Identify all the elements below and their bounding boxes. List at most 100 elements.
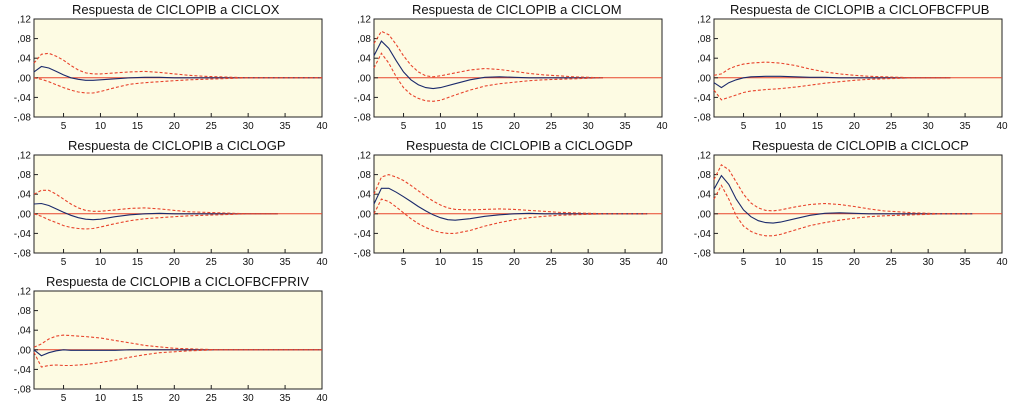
y-tick-label: ,12 (17, 287, 31, 298)
x-tick-label: 10 (95, 257, 107, 268)
plot-area (33, 290, 323, 390)
y-tick-label: ,08 (697, 34, 711, 45)
x-tick-label: 40 (316, 121, 328, 132)
x-tick-label: 15 (132, 393, 144, 404)
irf-plot: -,08 -,04 ,00 ,04 ,08 ,12 5 10 15 20 25 30 35 40 (14, 287, 328, 405)
y-tick-label: ,12 (357, 15, 371, 26)
x-tick-label: 40 (996, 257, 1008, 268)
x-tick-label: 40 (996, 121, 1008, 132)
x-tick-label: 30 (583, 121, 595, 132)
panel-title: Respuesta de CICLOPIB a CICLOGP (68, 138, 286, 153)
y-tick-label: ,00 (697, 209, 711, 220)
x-tick-label: 20 (849, 257, 861, 268)
response-line (33, 202, 278, 221)
irf-panel-ciclofbcfpub: Respuesta de CICLOPIB a CICLOFBCFPUB -,0… (680, 0, 1020, 136)
x-tick-label: 40 (316, 393, 328, 404)
x-tick-label: 35 (960, 121, 972, 132)
irf-panel-ciclom: Respuesta de CICLOPIB a CICLOM -,08 -,04,… (340, 0, 680, 136)
x-tick-label: 25 (206, 257, 218, 268)
lower-band-line (373, 198, 648, 234)
y-tick-label: ,12 (357, 151, 371, 162)
x-tick-label: 30 (923, 121, 935, 132)
y-tick-label: ,12 (697, 15, 711, 26)
x-tick-label: 35 (280, 257, 292, 268)
x-tick-label: 20 (849, 121, 861, 132)
lower-band-line (713, 77, 951, 101)
x-tick-label: 5 (741, 121, 747, 132)
x-tick-label: 20 (509, 257, 521, 268)
x-tick-label: 15 (132, 257, 144, 268)
y-tick-label: -,08 (14, 385, 32, 396)
x-tick-label: 20 (509, 121, 521, 132)
irf-plot: -,08 -,04 ,00 ,04 ,08 ,12 5 10 15 20 25 30 35 40 (354, 151, 668, 269)
x-tick-label: 15 (472, 121, 484, 132)
y-tick-label: ,04 (17, 190, 31, 201)
x-tick-label: 15 (812, 257, 824, 268)
x-tick-label: 30 (243, 121, 255, 132)
upper-band-line (373, 174, 648, 215)
y-tick-label: ,00 (17, 345, 31, 356)
irf-panel-ciclocp: Respuesta de CICLOPIB a CICLOCP -,08 -,04… (680, 136, 1020, 272)
upper-band-line (33, 189, 278, 215)
y-tick-label: ,04 (697, 54, 711, 65)
x-tick-label: 25 (206, 121, 218, 132)
x-tick-label: 15 (472, 257, 484, 268)
plot-area (713, 154, 1003, 254)
plot-area (373, 154, 663, 254)
upper-band-line (713, 163, 973, 215)
x-tick-label: 5 (401, 257, 407, 268)
x-tick-label: 30 (923, 257, 935, 268)
x-tick-label: 5 (401, 121, 407, 132)
y-tick-label: ,04 (357, 54, 371, 65)
irf-plot: -,08 -,04 ,00 ,04 ,08 ,12 5 10 15 20 25 30 35 40 (694, 151, 1008, 269)
y-tick-label: ,00 (697, 73, 711, 84)
x-tick-label: 25 (886, 121, 898, 132)
x-tick-label: 5 (61, 257, 67, 268)
x-tick-label: 35 (620, 257, 632, 268)
x-tick-label: 10 (95, 393, 107, 404)
y-tick-label: ,08 (17, 34, 31, 45)
y-tick-label: ,04 (17, 326, 31, 337)
irf-plot: -,08 -,04 ,00 ,04 ,08 ,12 5 10 15 20 25 30 35 40 (354, 15, 668, 133)
y-tick-label: ,08 (357, 34, 371, 45)
y-tick-label: ,12 (17, 151, 31, 162)
irf-panel-ciclofbcfpriv: Respuesta de CICLOPIB a CICLOFBCFPRIV -,… (0, 272, 340, 408)
x-tick-label: 30 (243, 393, 255, 404)
y-tick-label: ,00 (357, 73, 371, 84)
x-tick-label: 10 (775, 257, 787, 268)
x-tick-label: 25 (206, 393, 218, 404)
y-tick-label: ,12 (17, 15, 31, 26)
x-tick-label: 30 (583, 257, 595, 268)
upper-band-line (33, 52, 322, 79)
lower-band-line (33, 349, 322, 368)
x-tick-label: 15 (812, 121, 824, 132)
panel-title: Respuesta de CICLOPIB a CICLOFBCFPRIV (46, 274, 309, 289)
x-tick-label: 25 (546, 257, 558, 268)
x-tick-label: 40 (656, 257, 668, 268)
panel-title: Respuesta de CICLOPIB a CICLOFBCFPUB (730, 2, 990, 17)
y-tick-label: -,08 (694, 249, 712, 260)
irf-plot: -,08 -,04 ,00 ,04 ,08 ,12 5 10 15 20 25 30 35 40 (694, 15, 1008, 133)
x-tick-label: 35 (280, 121, 292, 132)
panel-title: Respuesta de CICLOPIB a CICLOM (412, 2, 622, 17)
y-tick-label: ,12 (697, 151, 711, 162)
y-tick-label: -,08 (354, 113, 372, 124)
response-line (373, 187, 648, 221)
x-tick-label: 10 (95, 121, 107, 132)
x-tick-label: 20 (169, 393, 181, 404)
response-line (713, 174, 973, 224)
y-tick-label: -,08 (14, 113, 32, 124)
y-tick-label: ,04 (697, 190, 711, 201)
lower-band-line (713, 184, 973, 237)
irf-plot: -,08 -,04 ,00 ,04 ,08 ,12 5 10 15 20 25 30 35 40 (14, 15, 328, 133)
y-tick-label: -,08 (354, 249, 372, 260)
x-tick-label: 20 (169, 121, 181, 132)
y-tick-label: ,08 (17, 170, 31, 181)
x-tick-label: 10 (435, 257, 447, 268)
x-tick-label: 35 (620, 121, 632, 132)
x-tick-label: 25 (886, 257, 898, 268)
y-tick-label: -,04 (354, 93, 372, 104)
y-tick-label: -,04 (14, 229, 32, 240)
irf-plot: -,08 -,04 ,00 ,04 ,08 ,12 5 10 15 20 25 30 35 40 (14, 151, 328, 269)
plot-area (713, 18, 1003, 118)
